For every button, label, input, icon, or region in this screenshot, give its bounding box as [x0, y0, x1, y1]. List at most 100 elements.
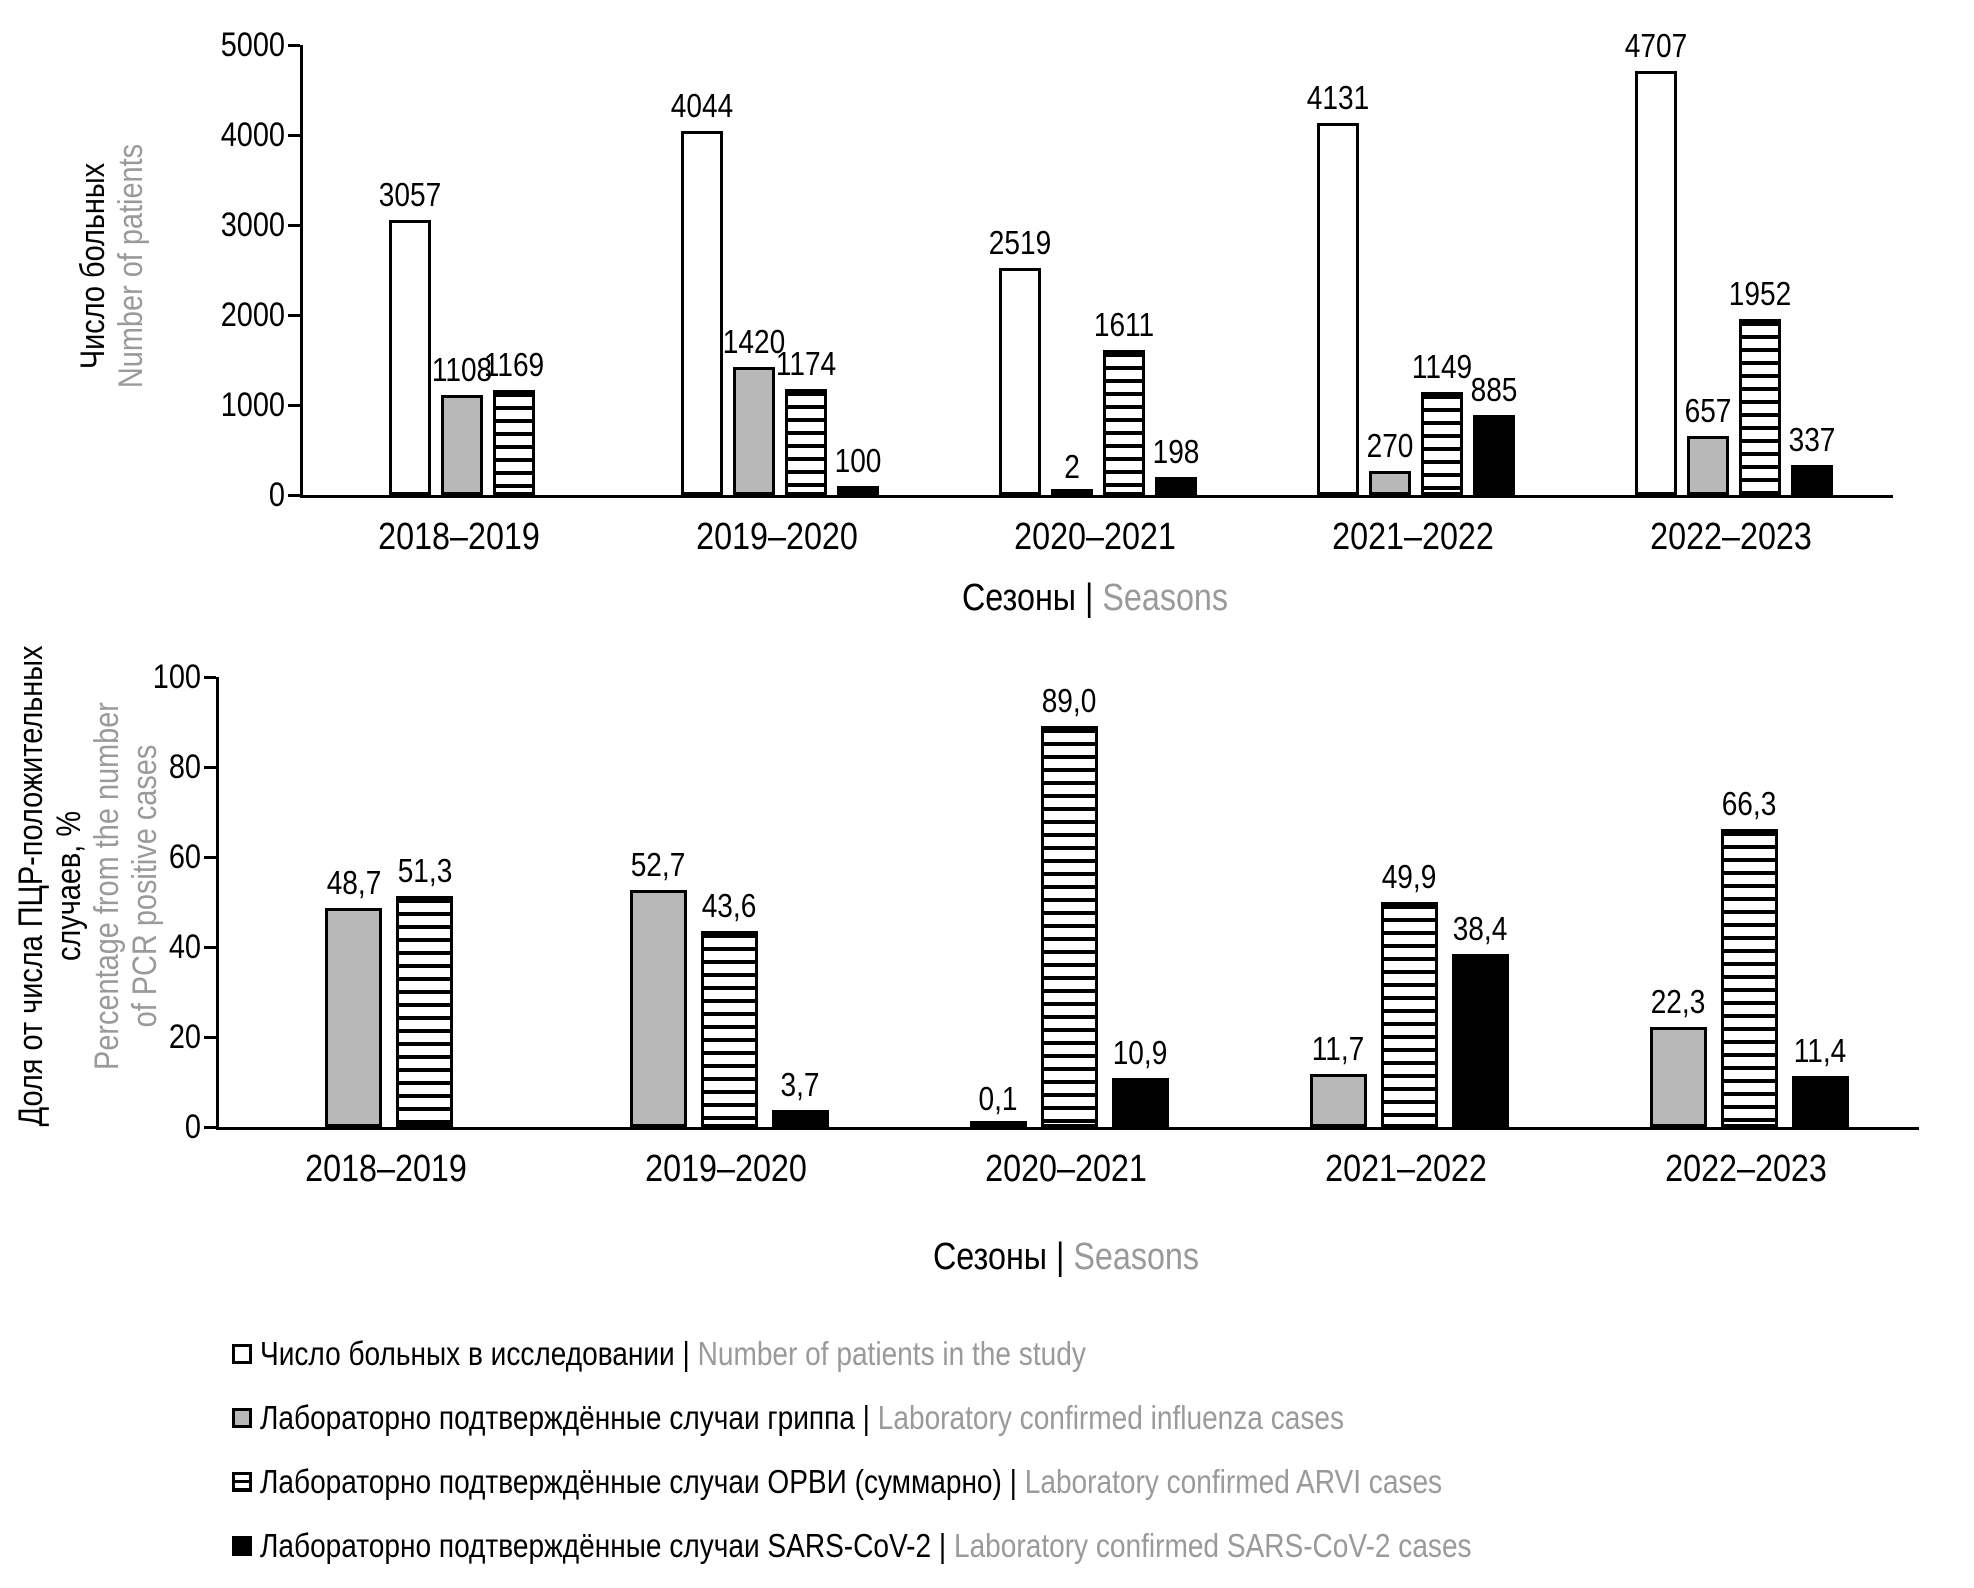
legend-marker-gray-icon [232, 1408, 252, 1428]
bar-black [771, 1110, 829, 1127]
bar-value-label: 0,1 [978, 1080, 1018, 1117]
x-axis-title-separator: | [1075, 577, 1103, 619]
bar-slot: 4707 [1625, 29, 1687, 495]
x-axis-category-label: 2019–2020 [696, 516, 858, 558]
x-axis-category-label: 2020–2021 [1014, 516, 1176, 558]
bar-gray [1051, 489, 1093, 495]
legend-label-en: Laboratory confirmed ARVI cases [1024, 1463, 1443, 1500]
y-title-ru-line: Число больных [74, 162, 112, 370]
legend-label-ru: Лабораторно подтверждённые случаи SARS-C… [260, 1527, 932, 1564]
bar-slot: 11,4 [1791, 677, 1849, 1127]
bar-value-label: 38,4 [1452, 910, 1508, 947]
legend-row: Число больных в исследовании | Number of… [232, 1322, 1685, 1386]
legend-label-separator: | [1001, 1463, 1025, 1500]
legend-marker-white-icon [232, 1344, 252, 1364]
bar-slot: 1952 [1729, 45, 1791, 495]
bar-value-label: 49,9 [1381, 858, 1437, 895]
x-axis-category-label: 2021–2022 [1332, 516, 1494, 558]
y-axis-tick-label: 100 [152, 658, 201, 696]
legend-label-en: Laboratory confirmed influenza cases [877, 1399, 1344, 1436]
y-axis-tick [288, 133, 300, 137]
bar-value-label: 1611 [1093, 306, 1155, 343]
bar-value-label: 51,3 [397, 852, 452, 889]
y-axis-tick [288, 223, 300, 227]
y-axis-tick [204, 945, 216, 949]
legend-row: Лабораторно подтверждённые случаи ОРВИ (… [232, 1450, 1685, 1514]
bar-group: 48,7 51,3 [219, 677, 559, 1127]
bar-value-label: 3,7 [780, 1066, 820, 1103]
y-title-ru-line: случаев, % [50, 810, 88, 962]
y-axis-tick [288, 493, 300, 497]
bar-slot: 657 [1685, 45, 1731, 495]
bar-group: 4707 657 1952 337 [1575, 29, 1893, 495]
bar-group: 22,3 66,3 11,4 [1579, 677, 1919, 1127]
bar-black [1473, 415, 1515, 495]
bar-black [1111, 1078, 1169, 1127]
bar-slot: 4131 [1307, 45, 1369, 495]
y-axis-title-percentage: Доля от числа ПЦР-положительных случаев, … [12, 646, 164, 1127]
x-axis-title-ru: Сезоны [932, 1236, 1047, 1278]
bar-slot: 1108 [432, 45, 492, 495]
bar-value-label: 100 [834, 442, 882, 479]
bar-value-label: 198 [1152, 433, 1200, 470]
bar-white [1317, 123, 1359, 495]
bar-value-label: 1169 [483, 346, 545, 383]
bar-gray [441, 395, 483, 495]
bar-black [1155, 477, 1197, 495]
bar-slot: 1169 [484, 45, 544, 495]
bar-group: 2519 2 1611 198 [939, 45, 1257, 495]
bar-slot: 11,7 [1309, 677, 1367, 1127]
bar-gray [629, 890, 687, 1127]
bar-value-label: 43,6 [701, 887, 757, 924]
legend-label-ru: Лабораторно подтверждённые случаи гриппа [260, 1399, 855, 1436]
bar-slot: 43,6 [700, 677, 758, 1127]
bar-slot: 3,7 [771, 677, 829, 1127]
bar-slot: 2 [1051, 45, 1093, 495]
bar-gray [733, 367, 775, 495]
y-axis-title-patients: Число больных Number of patients [74, 144, 150, 388]
legend-label-ru: Число больных в исследовании [260, 1335, 675, 1372]
legend-label-ru: Лабораторно подтверждённые случаи ОРВИ (… [260, 1463, 1002, 1500]
x-axis-category-label: 2020–2021 [985, 1148, 1147, 1190]
legend-row: Лабораторно подтверждённые случаи SARS-C… [232, 1514, 1685, 1578]
bar-value-label: 4131 [1306, 79, 1370, 116]
bar-value-label: 885 [1470, 371, 1518, 408]
legend-marker-striped-icon [232, 1472, 252, 1492]
bar-group: 3057 1108 1169 [303, 45, 621, 495]
bar-black [1791, 1076, 1849, 1127]
bar-value-label: 3057 [378, 176, 442, 213]
x-axis-category-label: 2022–2023 [1665, 1148, 1827, 1190]
bar-gray [969, 1121, 1027, 1127]
bar-slot: 89,0 [1040, 677, 1098, 1127]
bar-slot: 3057 [379, 45, 441, 495]
bar-value-label: 89,0 [1041, 682, 1097, 719]
bar-gray [1309, 1074, 1367, 1127]
bar-gray [325, 908, 382, 1127]
bar-black [1451, 954, 1509, 1127]
bar-value-label: 270 [1366, 427, 1414, 464]
y-axis-tick [204, 1125, 216, 1129]
x-axis-category-label: 2022–2023 [1650, 516, 1812, 558]
legend-label: Число больных в исследовании | Number of… [260, 1334, 1086, 1374]
legend-row: Лабораторно подтверждённые случаи гриппа… [232, 1386, 1685, 1450]
x-axis-title-en: Seasons [1073, 1236, 1200, 1278]
bar-value-label: 10,9 [1112, 1034, 1168, 1071]
y-axis-tick [204, 765, 216, 769]
bar-striped [1040, 726, 1098, 1127]
y-axis-tick-label: 20 [168, 1018, 201, 1056]
bar-slot: 66,3 [1720, 677, 1778, 1127]
y-axis-tick-label: 2000 [220, 296, 285, 334]
bar-group: 4044 1420 1174 100 [621, 45, 939, 495]
bar-slot: 337 [1789, 45, 1835, 495]
x-axis-category-label: 2018–2019 [305, 1148, 467, 1190]
bar-slot: 0,1 [969, 677, 1027, 1127]
legend-label-separator: | [674, 1335, 698, 1372]
legend-marker-black-icon [232, 1536, 252, 1556]
legend-label-en: Laboratory confirmed SARS-CoV-2 cases [953, 1527, 1472, 1564]
bar-value-label: 1149 [1411, 348, 1473, 385]
bar-value-label: 48,7 [326, 864, 381, 901]
bar-value-label: 4707 [1624, 27, 1688, 64]
bar-white [681, 131, 723, 495]
bar-white [1635, 71, 1677, 495]
